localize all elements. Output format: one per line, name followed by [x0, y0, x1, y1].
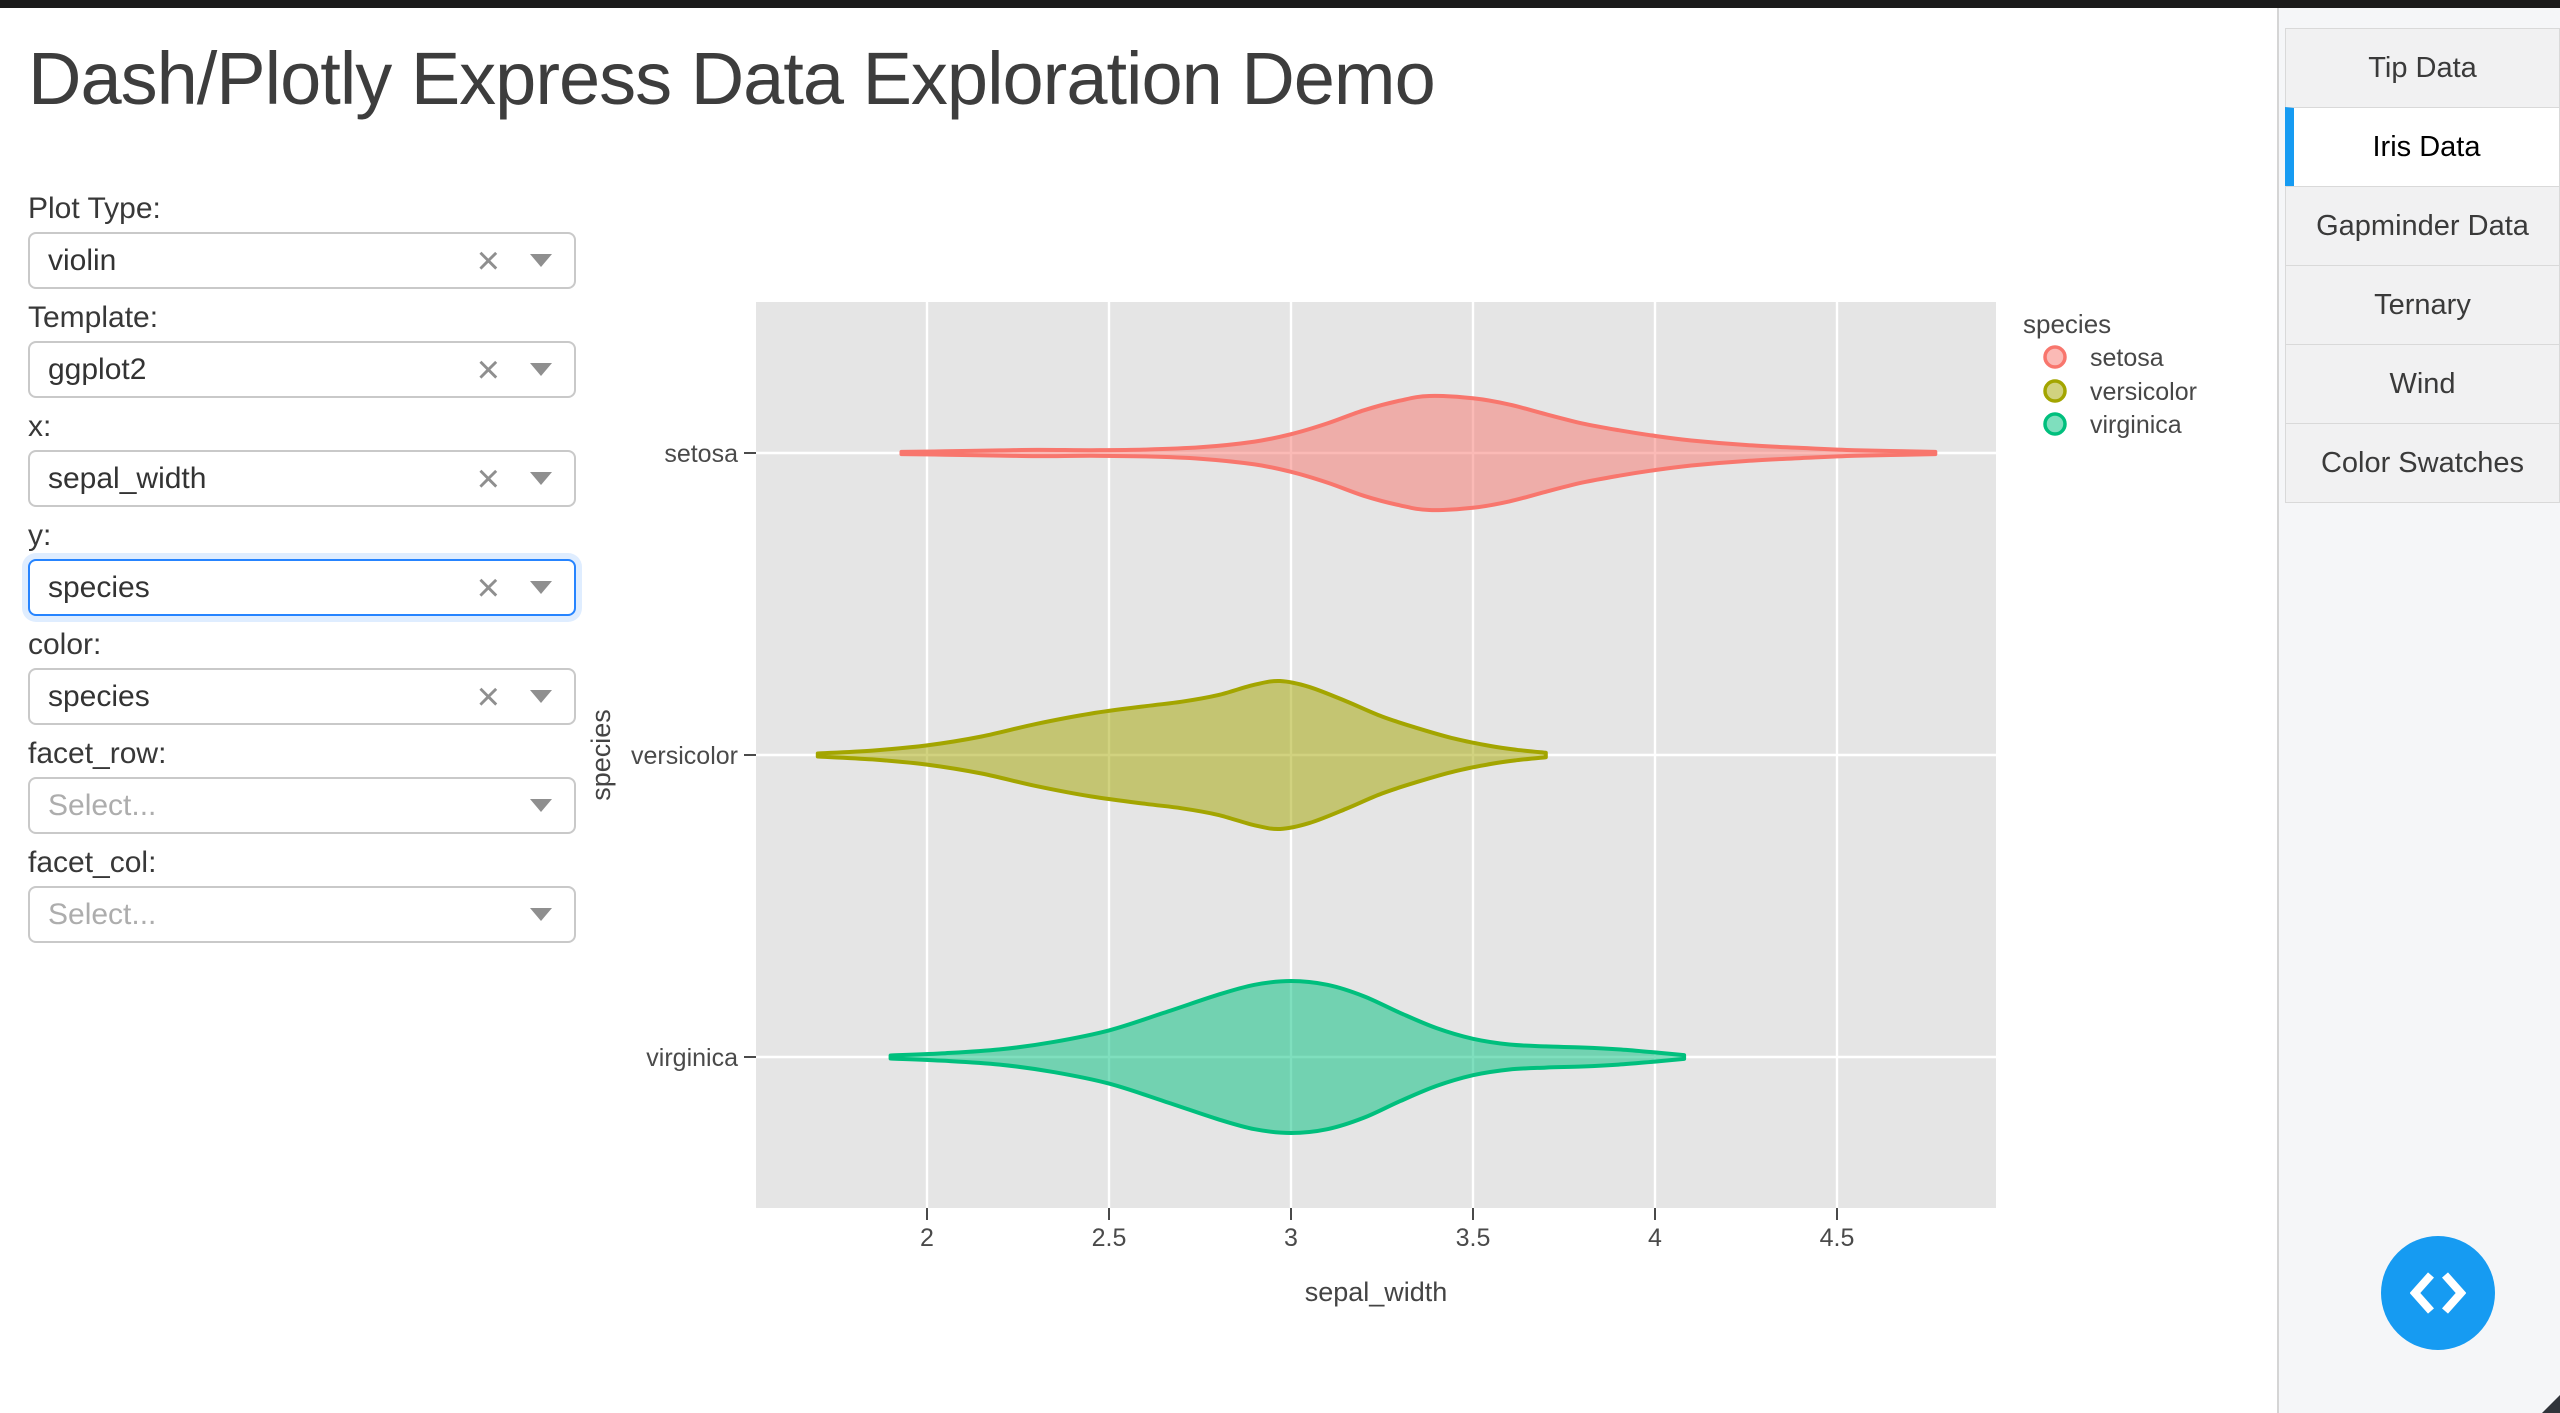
x-axis-title: sepal_width — [1305, 1277, 1448, 1307]
y-dropdown[interactable]: species × — [28, 559, 576, 616]
tab-wind[interactable]: Wind — [2285, 344, 2560, 424]
y-label: y: — [28, 519, 52, 552]
x-label: x: — [28, 410, 52, 443]
window-resize-grip — [2542, 1395, 2560, 1413]
page-title: Dash/Plotly Express Data Exploration Dem… — [28, 37, 1436, 120]
tab-label: Gapminder Data — [2316, 209, 2529, 242]
facet-col-control: facet_col: Select... — [28, 846, 576, 943]
control-panel: Plot Type: violin × Template: ggplot2 × x: sepa… — [28, 192, 576, 955]
tab-color-swatches[interactable]: Color Swatches — [2285, 423, 2560, 503]
plot-type-control: Plot Type: violin × — [28, 192, 576, 289]
dropdown-value: species — [48, 570, 150, 604]
template-control: Template: ggplot2 × — [28, 301, 576, 398]
legend-marker — [2043, 345, 2067, 369]
dataset-tabs: Tip Data Iris Data Gapminder Data Ternary Wi… — [2285, 28, 2560, 503]
facet-row-label: facet_row: — [28, 737, 167, 770]
template-label: Template: — [28, 301, 159, 334]
toggle-code-button[interactable] — [2381, 1236, 2495, 1350]
violin-versicolor[interactable] — [815, 678, 1548, 832]
clear-value-icon[interactable]: × — [476, 565, 500, 610]
plot-type-dropdown[interactable]: violin × — [28, 232, 576, 289]
main-content: Dash/Plotly Express Data Exploration Dem… — [0, 8, 2276, 1413]
tab-label: Ternary — [2374, 288, 2471, 321]
code-icon — [2410, 1272, 2466, 1314]
plot-type-label: Plot Type: — [28, 192, 161, 225]
chevron-down-icon[interactable] — [530, 363, 552, 376]
violin-setosa[interactable] — [899, 393, 1938, 513]
violin-virginica[interactable] — [888, 979, 1687, 1135]
color-label: color: — [28, 628, 102, 661]
top-status-bar — [0, 0, 2560, 8]
x-tick-label: 2 — [920, 1224, 934, 1252]
legend-title: species — [2023, 309, 2111, 339]
facet-row-control: facet_row: Select... — [28, 737, 576, 834]
color-dropdown[interactable]: species × — [28, 668, 576, 725]
tab-gapminder-data[interactable]: Gapminder Data — [2285, 186, 2560, 266]
legend-label: virginica — [2090, 411, 2182, 439]
chevron-down-icon[interactable] — [530, 472, 552, 485]
legend-label: setosa — [2090, 344, 2164, 372]
dropdown-value: violin — [48, 243, 117, 277]
legend-item-versicolor[interactable]: versicolor — [2043, 378, 2197, 406]
right-sidebar: Tip Data Iris Data Gapminder Data Ternary Wi… — [2277, 8, 2560, 1413]
clear-value-icon[interactable]: × — [476, 347, 500, 392]
x-tick-label: 2.5 — [1092, 1224, 1127, 1252]
y-axis-title: species — [586, 709, 616, 801]
chevron-down-icon[interactable] — [530, 799, 552, 812]
x-tick-label: 3 — [1284, 1224, 1298, 1252]
dropdown-placeholder: Select... — [48, 897, 157, 931]
facet-col-dropdown[interactable]: Select... — [28, 886, 576, 943]
dropdown-value: sepal_width — [48, 461, 207, 495]
dropdown-value: ggplot2 — [48, 352, 147, 386]
legend-item-virginica[interactable]: virginica — [2043, 411, 2182, 439]
tab-label: Wind — [2389, 367, 2456, 400]
chevron-down-icon[interactable] — [530, 690, 552, 703]
clear-value-icon[interactable]: × — [476, 238, 500, 283]
template-dropdown[interactable]: ggplot2 × — [28, 341, 576, 398]
clear-value-icon[interactable]: × — [476, 456, 500, 501]
x-tick-label: 3.5 — [1456, 1224, 1491, 1252]
tab-label: Iris Data — [2372, 130, 2481, 163]
tab-label: Color Swatches — [2320, 446, 2525, 479]
facet-row-dropdown[interactable]: Select... — [28, 777, 576, 834]
tab-ternary[interactable]: Ternary — [2285, 265, 2560, 345]
tab-label: Tip Data — [2368, 51, 2477, 84]
y-tick-label: virginica — [646, 1044, 738, 1072]
dropdown-value: species — [48, 679, 150, 713]
chevron-down-icon[interactable] — [530, 908, 552, 921]
x-dropdown[interactable]: sepal_width × — [28, 450, 576, 507]
y-tick-label: setosa — [664, 440, 738, 468]
y-control: y: species × — [28, 519, 576, 616]
legend-item-setosa[interactable]: setosa — [2043, 344, 2164, 372]
tab-tip-data[interactable]: Tip Data — [2285, 28, 2560, 108]
facet-col-label: facet_col: — [28, 846, 157, 879]
y-tick-label: versicolor — [631, 742, 738, 770]
x-tick-label: 4 — [1648, 1224, 1662, 1252]
chevron-down-icon[interactable] — [530, 581, 552, 594]
tab-iris-data[interactable]: Iris Data — [2285, 107, 2560, 187]
dropdown-placeholder: Select... — [48, 788, 157, 822]
x-control: x: sepal_width × — [28, 410, 576, 507]
clear-value-icon[interactable]: × — [476, 674, 500, 719]
legend-label: versicolor — [2090, 378, 2197, 406]
legend-marker — [2043, 379, 2067, 403]
x-tick-label: 4.5 — [1820, 1224, 1855, 1252]
violin-plot-graph[interactable]: 2 2.5 3 3.5 4 4.5 setosa versicolor virginica sep… — [580, 268, 2260, 1328]
color-control: color: species × — [28, 628, 576, 725]
chevron-down-icon[interactable] — [530, 254, 552, 267]
legend-marker — [2043, 412, 2067, 436]
